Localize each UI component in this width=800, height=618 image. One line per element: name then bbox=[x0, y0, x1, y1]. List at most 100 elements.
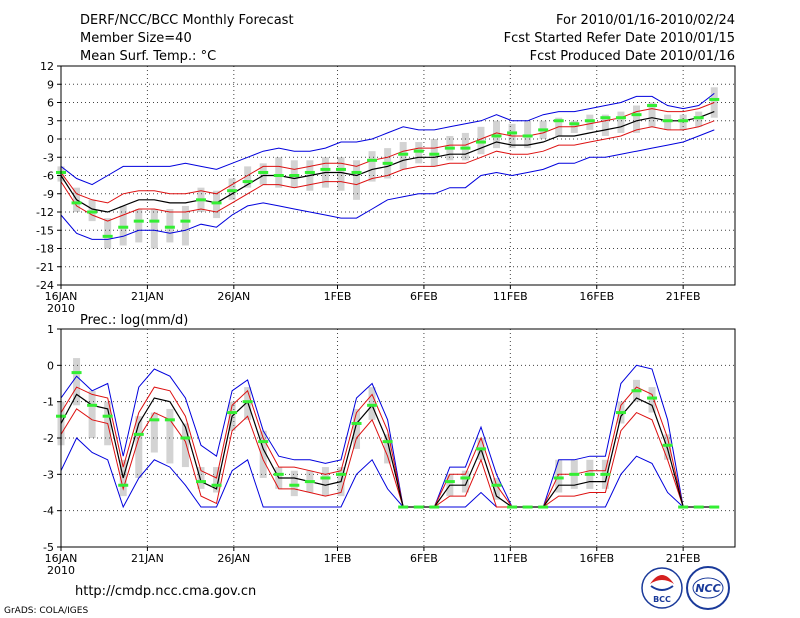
spread-box-0 bbox=[368, 151, 376, 182]
x-tick-label-1: 21FEB bbox=[666, 552, 701, 565]
spread-box-0 bbox=[119, 205, 127, 246]
spread-box-1 bbox=[493, 477, 501, 500]
bcc-logo-swirl-icon bbox=[650, 575, 674, 584]
upper-stdev-line-0 bbox=[60, 102, 715, 204]
x-tick-label-1: 6FEB bbox=[410, 552, 438, 565]
y-tick-label-0: -12 bbox=[36, 206, 54, 219]
ncc-logo-ring bbox=[686, 566, 730, 610]
mean-line-0 bbox=[60, 111, 715, 213]
figure-title: DERF/NCC/BCC Monthly Forecast bbox=[80, 13, 294, 28]
spread-box-0 bbox=[353, 160, 361, 200]
lower-stdev-line-0 bbox=[60, 120, 715, 222]
y-tick-label-0: 0 bbox=[47, 133, 54, 146]
y-tick-label-0: 3 bbox=[47, 115, 54, 128]
spread-box-1 bbox=[197, 467, 205, 489]
spread-box-1 bbox=[166, 408, 174, 464]
spread-box-0 bbox=[244, 166, 252, 188]
spread-box-1 bbox=[213, 467, 221, 493]
x-tick-label-0: 21FEB bbox=[666, 290, 701, 303]
spread-box-0 bbox=[399, 142, 407, 170]
spread-box-0 bbox=[290, 160, 298, 188]
spread-box-0 bbox=[477, 126, 485, 155]
y-tick-label-0: -15 bbox=[36, 224, 54, 237]
bcc-logo-wave-icon bbox=[650, 585, 674, 591]
x-tick-label-1: 11FEB bbox=[493, 552, 528, 565]
x-tick-label-0: 21JAN bbox=[131, 290, 164, 303]
spread-box-0 bbox=[150, 208, 158, 249]
forecast-period: For 2010/01/16-2010/02/24 bbox=[556, 13, 735, 28]
spread-box-1 bbox=[461, 470, 469, 493]
y-tick-label-0: -21 bbox=[36, 261, 54, 274]
x-tick-label-1: 26JAN bbox=[217, 552, 250, 565]
spread-box-0 bbox=[601, 114, 609, 136]
y-tick-label-1: -4 bbox=[43, 505, 54, 518]
spread-box-0 bbox=[524, 120, 532, 149]
forecast-produced-date: Fcst Produced Date 2010/01/16 bbox=[530, 49, 735, 64]
spread-box-1 bbox=[259, 430, 267, 478]
min-line-1 bbox=[60, 437, 715, 509]
min-line-0 bbox=[60, 129, 715, 240]
spread-box-1 bbox=[73, 358, 81, 406]
forecast-started-date: Fcst Started Refer Date 2010/01/15 bbox=[504, 31, 735, 46]
y-tick-label-0: 6 bbox=[47, 97, 54, 110]
x-tick-label-1: 21JAN bbox=[131, 552, 164, 565]
ncc-logo-globe-icon bbox=[692, 577, 724, 599]
spread-box-0 bbox=[259, 163, 267, 185]
max-line-1 bbox=[60, 364, 715, 508]
bcc-logo-ring bbox=[641, 567, 683, 609]
spread-box-0 bbox=[415, 142, 423, 164]
spread-box-0 bbox=[586, 114, 594, 130]
precip-variable-label: Prec.: log(mm/d) bbox=[80, 313, 188, 328]
y-tick-label-0: -18 bbox=[36, 243, 54, 256]
x-tick-label-0: 26JAN bbox=[217, 290, 250, 303]
member-size-label: Member Size=40 bbox=[80, 31, 192, 46]
spread-box-1 bbox=[88, 390, 96, 438]
spread-box-1 bbox=[181, 423, 189, 468]
spread-box-1 bbox=[555, 459, 563, 493]
spread-box-0 bbox=[135, 208, 143, 243]
x-tick-label-0: 6FEB bbox=[410, 290, 438, 303]
spread-box-1 bbox=[150, 412, 158, 453]
x-tick-label-1: 16JAN bbox=[45, 552, 78, 565]
y-tick-label-1: 0 bbox=[47, 359, 54, 372]
spread-box-0 bbox=[648, 102, 656, 127]
max-line-0 bbox=[60, 93, 715, 186]
y-tick-label-1: -5 bbox=[43, 541, 54, 554]
spread-box-0 bbox=[166, 208, 174, 243]
spread-box-0 bbox=[430, 139, 438, 167]
x-tick-label-0: 16FEB bbox=[579, 290, 614, 303]
y-tick-label-0: -9 bbox=[43, 188, 54, 201]
ncc-logo: NCC bbox=[686, 566, 730, 610]
temp-variable-label: Mean Surf. Temp.: °C bbox=[80, 49, 216, 64]
spread-box-0 bbox=[632, 105, 640, 133]
y-tick-label-1: -3 bbox=[43, 468, 54, 481]
y-tick-label-1: 1 bbox=[47, 323, 54, 336]
bcc-logo: BCC bbox=[641, 567, 683, 609]
y-tick-label-1: -2 bbox=[43, 432, 54, 445]
y-tick-label-0: -24 bbox=[36, 279, 54, 292]
y-tick-label-1: -1 bbox=[43, 396, 54, 409]
y-tick-label-0: 9 bbox=[47, 78, 54, 91]
spread-box-1 bbox=[368, 387, 376, 420]
spread-box-0 bbox=[213, 190, 221, 219]
spread-box-1 bbox=[353, 408, 361, 449]
spread-box-1 bbox=[135, 416, 143, 478]
ncc-logo-text: NCC bbox=[695, 582, 720, 595]
spread-box-0 bbox=[228, 178, 236, 200]
x-tick-label-0: 16JAN bbox=[45, 290, 78, 303]
spread-box-1 bbox=[290, 470, 298, 497]
y-tick-label-0: 12 bbox=[40, 60, 54, 73]
spread-box-1 bbox=[384, 434, 392, 464]
spread-box-0 bbox=[275, 157, 283, 188]
spread-box-0 bbox=[88, 199, 96, 222]
grads-credit: GrADS: COLA/IGES bbox=[4, 606, 88, 616]
x-tick-label-0: 11FEB bbox=[493, 290, 528, 303]
upper-stdev-line-1 bbox=[60, 386, 715, 508]
spread-box-0 bbox=[461, 132, 469, 161]
spread-box-0 bbox=[493, 120, 501, 149]
spread-box-0 bbox=[617, 111, 625, 133]
spread-box-1 bbox=[664, 434, 672, 460]
